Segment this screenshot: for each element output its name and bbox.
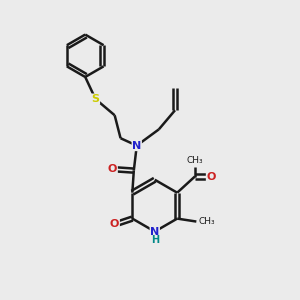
Text: H: H — [151, 236, 159, 245]
Text: S: S — [92, 94, 100, 104]
Text: O: O — [206, 172, 216, 182]
Text: N: N — [132, 141, 141, 151]
Text: CH₃: CH₃ — [187, 156, 203, 165]
Text: N: N — [150, 226, 159, 237]
Text: O: O — [108, 164, 117, 174]
Text: CH₃: CH₃ — [199, 217, 215, 226]
Text: O: O — [110, 220, 119, 230]
